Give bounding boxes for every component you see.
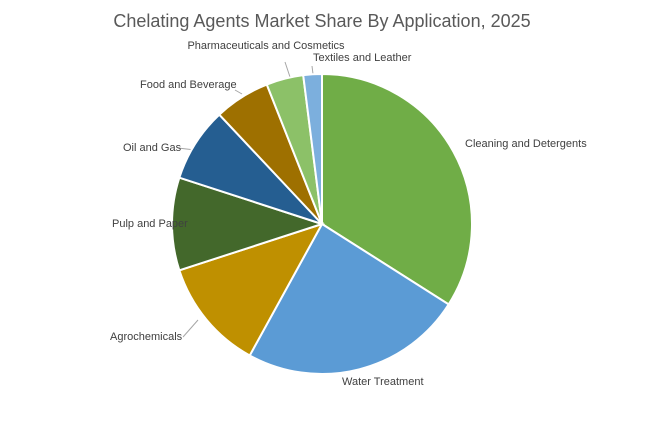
slice-label: Pharmaceuticals and Cosmetics: [187, 40, 345, 52]
slice-label: Oil and Gas: [123, 142, 182, 154]
leader-line: [284, 61, 291, 78]
pie-slice: [171, 176, 326, 272]
pie-slice: [248, 222, 451, 375]
pie-slice: [178, 222, 325, 357]
leader-line: [182, 319, 199, 338]
slice-label: Pulp and Paper: [112, 218, 188, 230]
slice-label: Water Treatment: [342, 376, 424, 388]
leader-line: [234, 89, 243, 95]
slice-label: Agrochemicals: [110, 331, 183, 343]
slice-label: Cleaning and Detergents: [465, 138, 587, 150]
leader-line: [311, 65, 314, 75]
pie: [171, 72, 473, 375]
chart-title: Chelating Agents Market Share By Applica…: [113, 11, 530, 31]
slice-label: Textiles and Leather: [313, 52, 412, 64]
pie-slice: [302, 72, 323, 225]
slice-label: Food and Beverage: [140, 79, 237, 91]
